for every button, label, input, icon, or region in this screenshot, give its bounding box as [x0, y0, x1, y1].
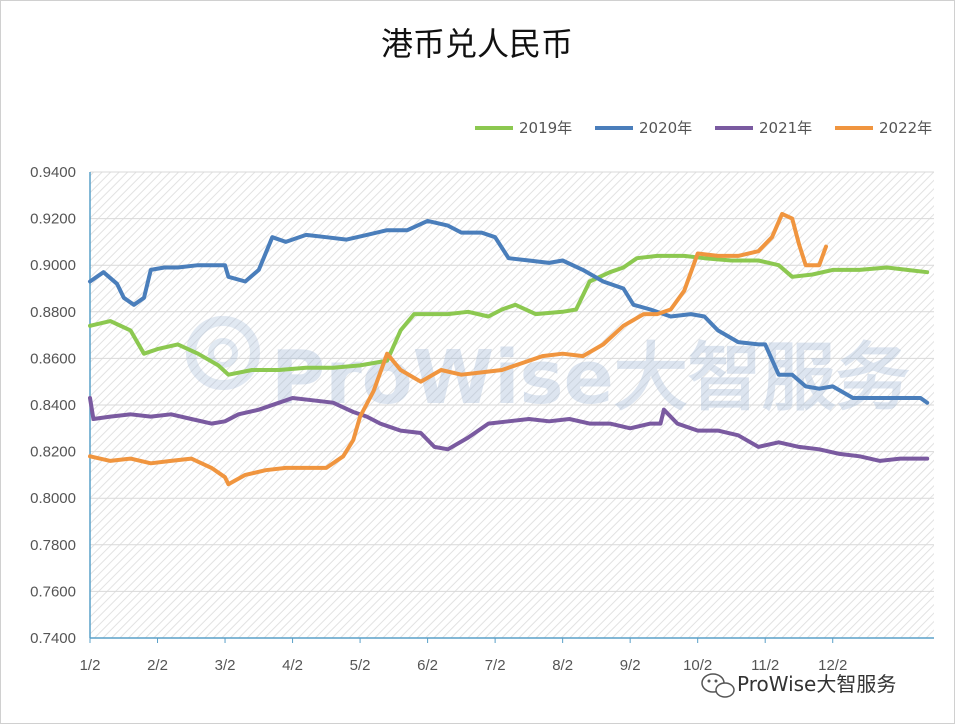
x-tick-label: 3/2 [215, 657, 236, 674]
y-tick-label: 0.7600 [30, 583, 76, 600]
x-tick-label: 2/2 [147, 657, 168, 674]
legend-label-4: 2022年 [879, 119, 932, 137]
x-tick-label: 12/2 [818, 657, 847, 674]
gridlines [90, 171, 934, 592]
chart-title: 港币兑人民币 [381, 25, 573, 63]
x-tick-label: 4/2 [282, 657, 303, 674]
x-tick-label: 1/2 [80, 657, 101, 674]
wechat-icon [701, 673, 735, 698]
credit-text: ProWise大智服务 [737, 672, 896, 696]
series-group [88, 211, 930, 487]
series-line-3 [88, 396, 930, 463]
y-tick-label: 0.8400 [30, 397, 76, 414]
x-tick-label: 10/2 [683, 657, 712, 674]
watermark-logo [186, 316, 260, 390]
x-tick-label: 5/2 [350, 657, 371, 674]
x-tick-label: 9/2 [620, 657, 641, 674]
legend-label-1: 2019年 [519, 119, 572, 137]
y-tick-label: 0.8600 [30, 350, 76, 367]
x-tick-label: 11/2 [751, 657, 779, 674]
x-tick-label: 7/2 [485, 657, 506, 674]
legend-label-3: 2021年 [759, 119, 812, 137]
legend-label-2: 2020年 [639, 119, 692, 137]
y-tick-label: 0.9000 [30, 257, 76, 274]
y-tick-label: 0.9400 [30, 164, 76, 181]
x-tick-label: 8/2 [552, 657, 573, 674]
series-line-4 [88, 211, 828, 487]
y-tick-label: 0.8200 [30, 444, 76, 461]
axes: 0.9400 0.9200 0.9000 0.8800 0.8600 0.8400 0.82… [30, 164, 934, 674]
x-tick-label: 6/2 [417, 657, 438, 674]
series-line-2 [88, 218, 930, 405]
y-tick-label: 0.9200 [30, 211, 76, 228]
y-tick-label: 0.8000 [30, 490, 76, 507]
series-line-1 [88, 253, 930, 377]
y-tick-label: 0.8800 [30, 304, 76, 321]
y-tick-label: 0.7800 [30, 537, 76, 554]
y-tick-label: 0.7400 [30, 630, 76, 647]
legend: 2019年 2020年 2021年 2022年 [475, 119, 932, 137]
